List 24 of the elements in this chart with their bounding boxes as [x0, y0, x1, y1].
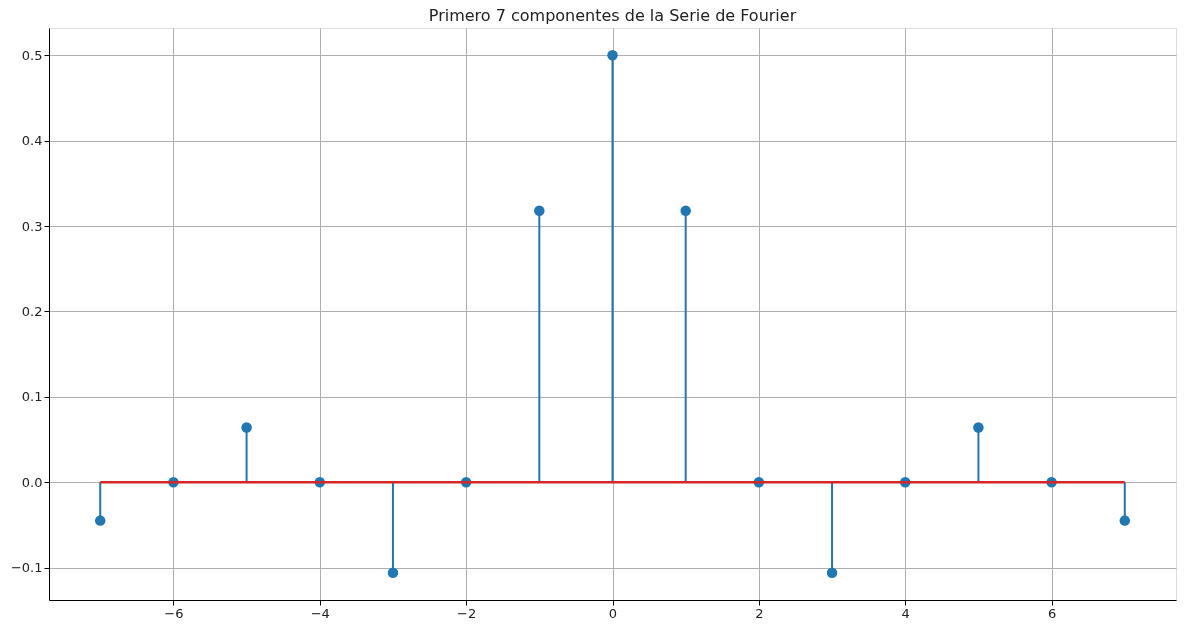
point [973, 422, 984, 433]
x-tick-label: −6 [164, 605, 184, 621]
y-tick-label: 0.5 [21, 47, 43, 63]
x-tick-label: 2 [755, 605, 764, 621]
chart-title: Primero 7 componentes de la Serie de Fourier [428, 6, 797, 25]
x-tick-label: −2 [457, 605, 477, 621]
point [680, 205, 691, 216]
point [826, 567, 838, 578]
point [534, 205, 545, 216]
y-tick-label: 0.0 [21, 474, 43, 490]
x-tick-label: 6 [1047, 605, 1057, 621]
y-tick-label: 0.1 [21, 389, 43, 405]
y-tick-label: −0.1 [10, 560, 43, 576]
x-tick-label: −4 [310, 605, 330, 621]
x-tick-label: 0 [608, 605, 618, 621]
point [607, 50, 618, 61]
point [241, 422, 252, 433]
x-tick-label: 4 [901, 605, 910, 621]
y-tick-label: 0.2 [21, 303, 43, 319]
y-tick-label: 0.3 [21, 218, 43, 234]
point [1119, 515, 1131, 526]
point [387, 567, 399, 578]
point [94, 515, 106, 526]
y-tick-label: 0.4 [21, 133, 43, 149]
